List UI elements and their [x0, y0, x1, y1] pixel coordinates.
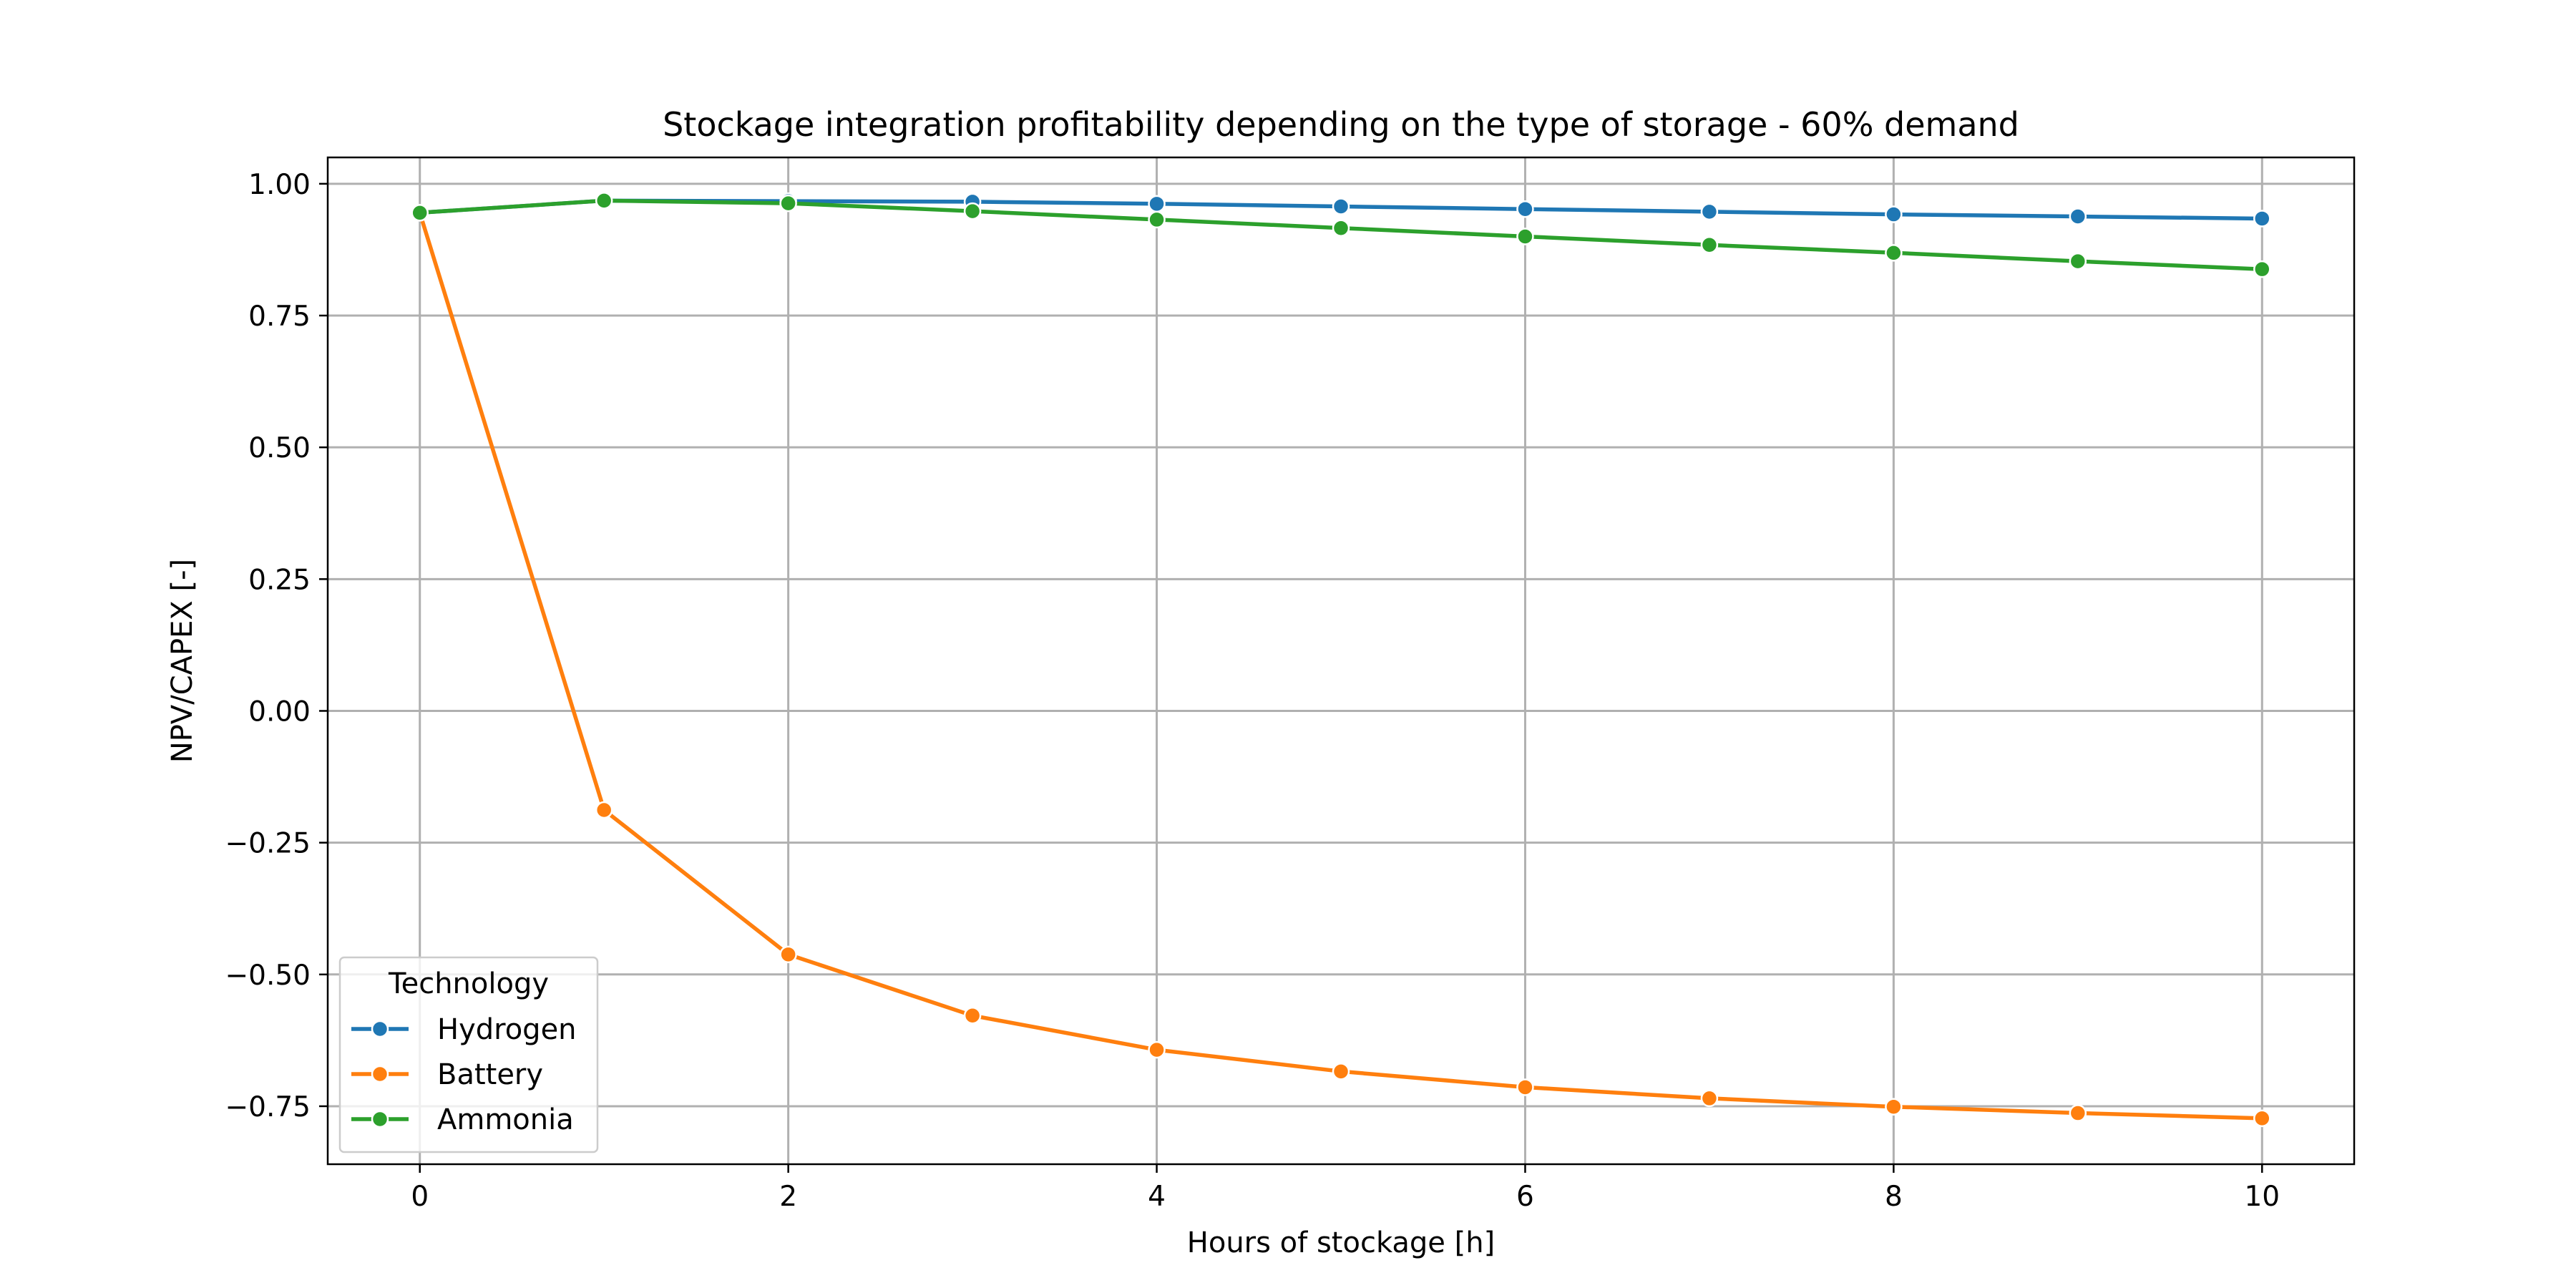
legend-items: Hydrogen Battery Ammonia	[351, 1013, 577, 1136]
x-tick-label: 2	[779, 1181, 797, 1213]
ammonia-point	[411, 204, 429, 222]
x-tick-label: 8	[1885, 1181, 1903, 1213]
plot-series	[411, 192, 2271, 1128]
plot-frame	[326, 156, 2356, 1166]
y-tick-label: −0.25	[225, 828, 311, 860]
ammonia-point	[963, 202, 982, 220]
legend-title: Technology	[388, 967, 549, 1000]
ammonia-point	[1700, 236, 1719, 254]
battery-point	[1885, 1098, 1903, 1116]
y-axis-label: NPV/CAPEX [-]	[166, 559, 199, 763]
y-tick-label: 0.00	[248, 696, 311, 728]
y-tick-label: 0.50	[248, 432, 311, 464]
hydrogen-point	[1516, 200, 1534, 218]
hydrogen-point	[2069, 208, 2087, 225]
y-tick-label: −0.75	[225, 1091, 311, 1123]
gridlines	[328, 157, 2354, 1164]
ammonia-point	[1332, 219, 1350, 237]
battery-series	[411, 204, 2271, 1128]
battery-point	[1332, 1063, 1350, 1080]
hydrogen-point	[1148, 195, 1166, 213]
battery-point	[2069, 1104, 2087, 1122]
battery-point	[1516, 1078, 1534, 1096]
battery-point	[595, 801, 613, 819]
x-tick-label: 6	[1516, 1181, 1534, 1213]
legend-label-battery: Battery	[437, 1058, 543, 1091]
ammonia-point	[779, 194, 797, 213]
battery-point	[779, 945, 797, 964]
ammonia-point	[1148, 210, 1166, 229]
legend-marker-battery	[371, 1065, 389, 1083]
battery-point	[1700, 1089, 1719, 1108]
legend-item-hydrogen: Hydrogen	[351, 1013, 577, 1046]
ammonia-point	[1516, 228, 1534, 245]
x-axis-label: Hours of stockage [h]	[1187, 1226, 1495, 1259]
legend-label-ammonia: Ammonia	[437, 1103, 574, 1136]
battery-point	[963, 1007, 982, 1025]
legend-item-ammonia: Ammonia	[351, 1103, 574, 1136]
x-tick-label: 0	[411, 1181, 429, 1213]
axis-ticks: 0 2 4 6 8 10 1.00 0.75 0.50 0.25 0.00 −0.25 −0.50 −0.…	[225, 169, 2280, 1213]
hydrogen-point	[1700, 203, 1719, 221]
legend-marker-ammonia	[371, 1110, 389, 1128]
hydrogen-point	[1332, 197, 1350, 215]
ammonia-point	[2069, 252, 2087, 270]
y-tick-label: 0.25	[248, 564, 311, 596]
y-tick-label: 1.00	[248, 169, 311, 201]
ammonia-point	[2253, 260, 2271, 278]
ammonia-point	[595, 192, 613, 210]
battery-point	[1148, 1040, 1166, 1059]
battery-point	[2253, 1109, 2271, 1128]
chart-title: Stockage integration profitability depen…	[663, 105, 2019, 144]
x-tick-label: 10	[2244, 1181, 2280, 1213]
y-tick-label: −0.50	[225, 960, 311, 992]
y-tick-label: 0.75	[248, 301, 311, 333]
legend-marker-hydrogen	[371, 1020, 389, 1038]
legend-item-battery: Battery	[351, 1058, 543, 1091]
ammonia-point	[1885, 244, 1903, 262]
legend-box	[338, 956, 599, 1153]
legend: Technology Hydrogen Battery Ammonia	[338, 956, 599, 1153]
ammonia-series	[411, 192, 2271, 278]
legend-label-hydrogen: Hydrogen	[437, 1013, 577, 1046]
hydrogen-point	[1885, 205, 1903, 223]
hydrogen-point	[2253, 210, 2271, 228]
x-tick-label: 4	[1148, 1181, 1166, 1213]
